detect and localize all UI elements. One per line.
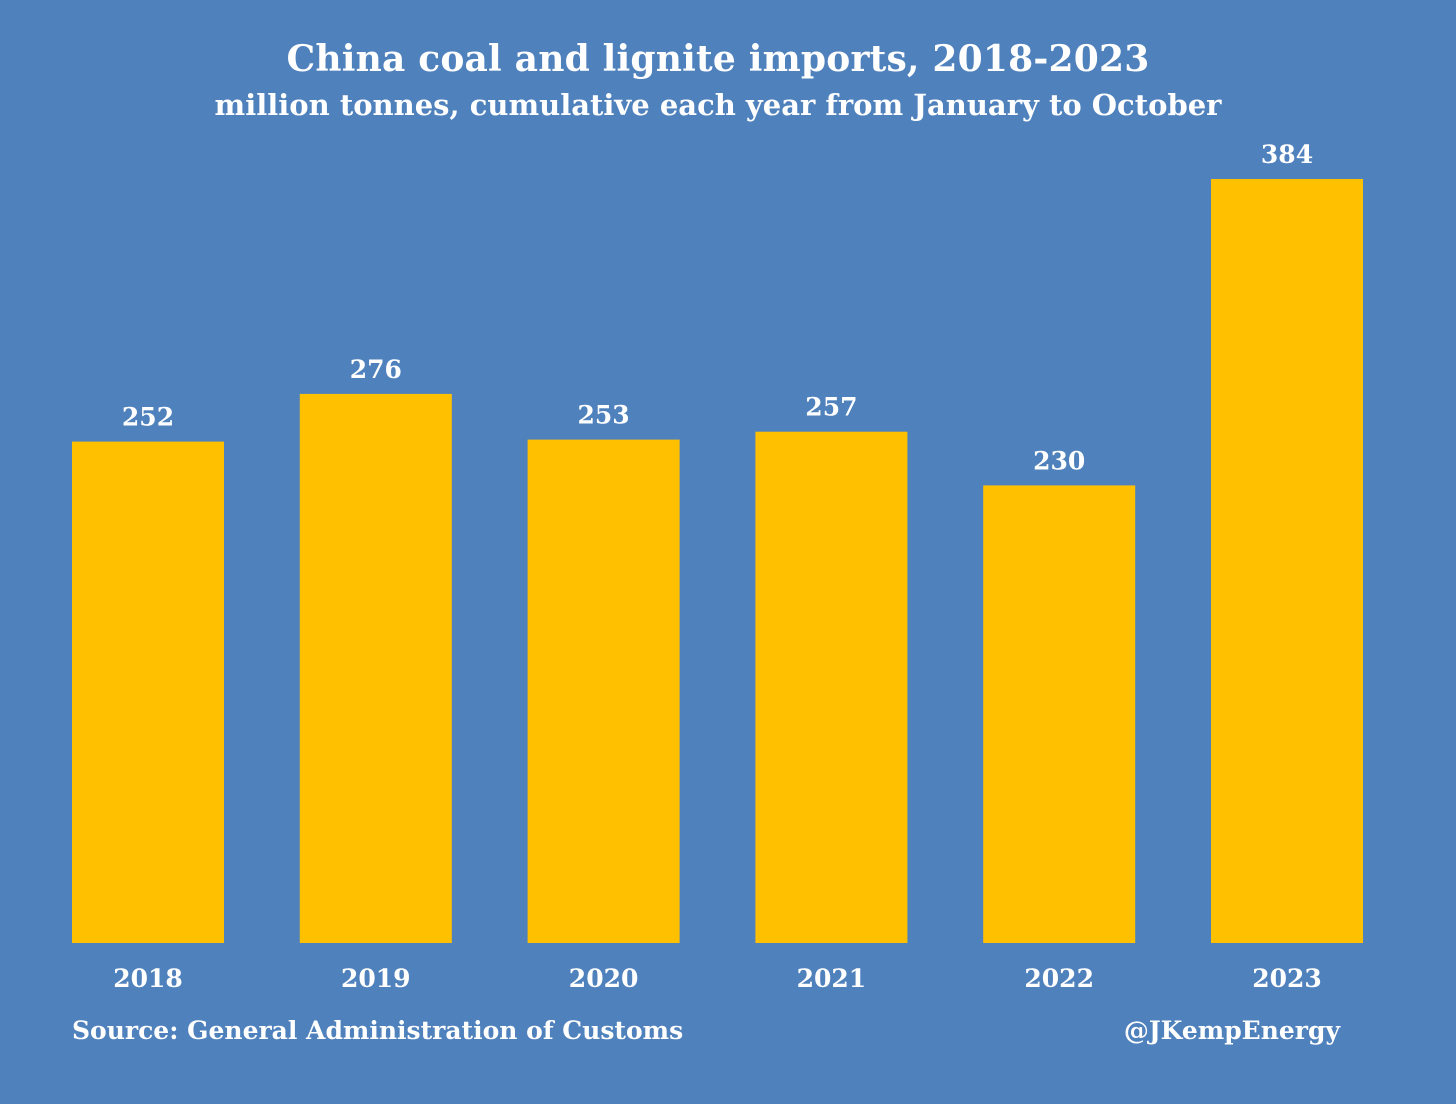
x-tick-label-2018: 2018 bbox=[113, 964, 183, 993]
data-label-2021: 257 bbox=[805, 393, 857, 422]
author-credit: @JKempEnergy bbox=[1123, 1016, 1340, 1045]
bar-2021 bbox=[755, 431, 908, 943]
chart-subtitle: million tonnes, cumulative each year fro… bbox=[214, 88, 1222, 122]
x-tick-label-2019: 2019 bbox=[341, 964, 411, 993]
bar-2020 bbox=[527, 439, 680, 943]
x-tick-label-2020: 2020 bbox=[569, 964, 639, 993]
chart-title: China coal and lignite imports, 2018-202… bbox=[286, 38, 1150, 80]
data-label-2018: 252 bbox=[122, 403, 174, 432]
bar-2018 bbox=[72, 441, 224, 943]
data-label-2023: 384 bbox=[1261, 140, 1313, 169]
source-note: Source: General Administration of Custom… bbox=[72, 1016, 684, 1045]
x-tick-label-2021: 2021 bbox=[797, 964, 867, 993]
bar-2019 bbox=[299, 393, 452, 943]
bar-2023 bbox=[1211, 179, 1363, 943]
x-tick-label-2023: 2023 bbox=[1252, 964, 1322, 993]
data-label-2020: 253 bbox=[578, 401, 630, 430]
data-label-2022: 230 bbox=[1033, 446, 1085, 475]
x-tick-label-2022: 2022 bbox=[1024, 964, 1094, 993]
bar-2022 bbox=[983, 485, 1136, 943]
data-label-2019: 276 bbox=[350, 355, 402, 384]
